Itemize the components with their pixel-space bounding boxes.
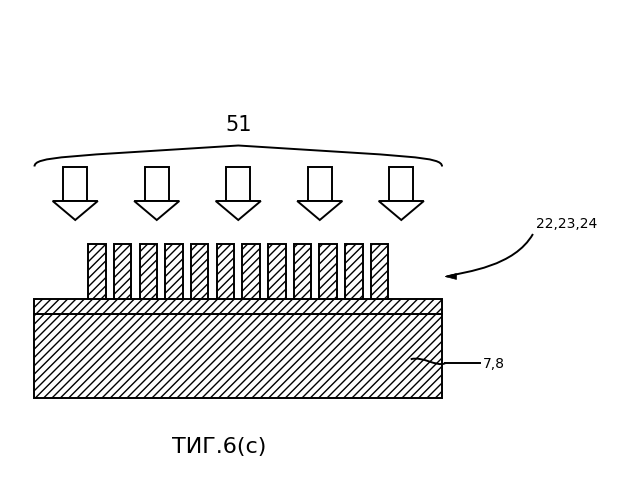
Bar <box>268 244 285 299</box>
Bar <box>389 168 413 201</box>
Bar <box>226 168 250 201</box>
Bar <box>308 168 332 201</box>
Bar <box>113 244 131 299</box>
Bar <box>191 244 208 299</box>
Polygon shape <box>134 201 179 220</box>
Text: 22,23,24: 22,23,24 <box>536 218 598 232</box>
Bar <box>34 299 442 314</box>
Text: 7,8: 7,8 <box>483 357 505 371</box>
Bar <box>371 244 388 299</box>
Bar <box>293 244 311 299</box>
Bar <box>217 244 234 299</box>
Bar <box>139 244 157 299</box>
Bar <box>165 244 183 299</box>
Polygon shape <box>216 201 261 220</box>
Bar <box>63 168 87 201</box>
Polygon shape <box>445 274 456 280</box>
Bar <box>242 244 260 299</box>
Polygon shape <box>379 201 424 220</box>
Bar <box>34 314 442 398</box>
Polygon shape <box>53 201 98 220</box>
Text: 51: 51 <box>225 116 251 136</box>
Polygon shape <box>297 201 342 220</box>
Bar <box>319 244 337 299</box>
Text: ΤИГ.6(c): ΤИГ.6(c) <box>172 438 266 458</box>
Bar <box>88 244 105 299</box>
Bar <box>145 168 169 201</box>
Bar <box>345 244 362 299</box>
